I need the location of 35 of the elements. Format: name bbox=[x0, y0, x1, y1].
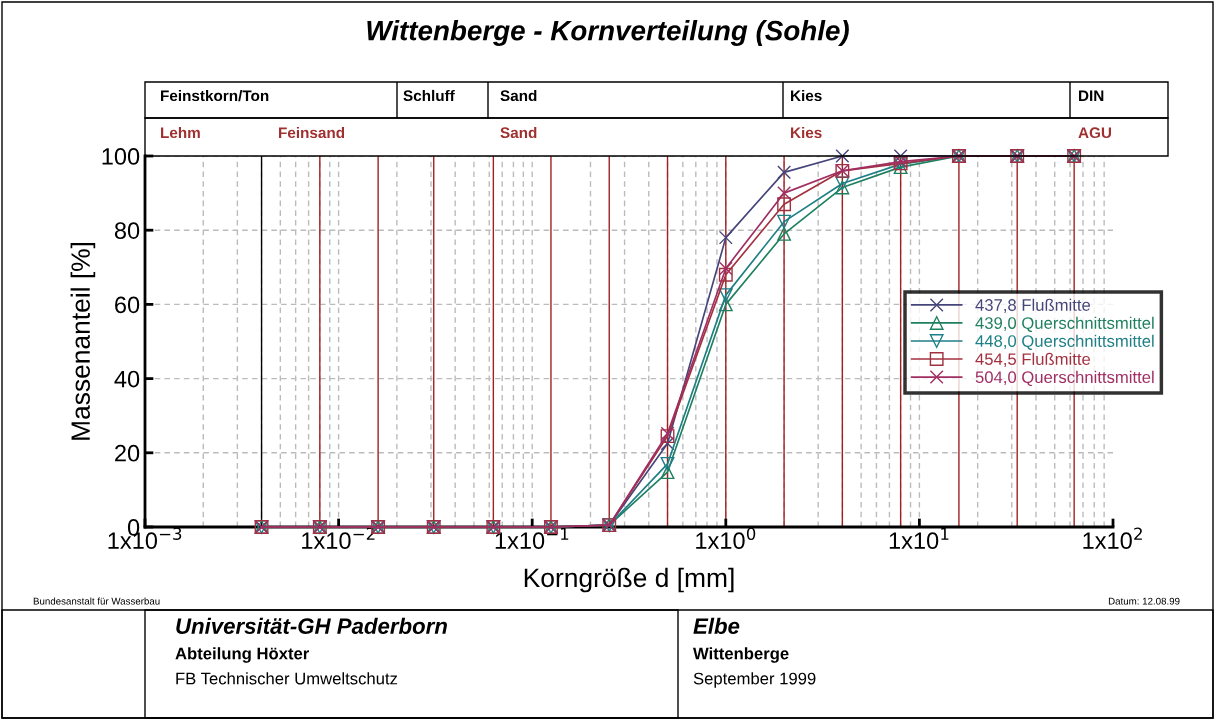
legend-label: 439,0 Querschnittsmittel bbox=[975, 316, 1154, 332]
text: Kies bbox=[791, 89, 822, 102]
text: Sand bbox=[500, 89, 537, 102]
text: Kies bbox=[791, 126, 822, 139]
text: AGU bbox=[1078, 127, 1112, 139]
x-tick-label: 1x10$^{−1}$ bbox=[495, 527, 569, 550]
text: Feinstkorn/Ton bbox=[161, 89, 269, 102]
y-tick-label: 100 bbox=[102, 148, 140, 165]
y-tick-label: 40 bbox=[114, 370, 140, 388]
y-tick-label: 80 bbox=[114, 222, 140, 239]
chart-title: Wittenberge - Kornverteilung (Sohle) bbox=[367, 20, 849, 46]
text: Sand bbox=[500, 126, 537, 139]
legend-label: 454,5 Flußmitte bbox=[975, 352, 1091, 367]
y-tick-label: 20 bbox=[115, 444, 140, 462]
text: September 1999 bbox=[693, 672, 816, 688]
text: Schluff bbox=[403, 89, 455, 102]
text: Abteilung Höxter bbox=[175, 647, 310, 663]
text: Lehm bbox=[161, 126, 200, 139]
text: Wittenberge bbox=[693, 647, 789, 663]
text: Universität-GH Paderborn bbox=[176, 617, 447, 634]
y-tick-label: 60 bbox=[115, 296, 140, 314]
y-axis-title: Massenanteil [%] bbox=[70, 242, 96, 440]
x-tick-label: 1x10$^{0}$ bbox=[696, 527, 756, 550]
text: Elbe bbox=[693, 617, 740, 634]
text: DIN bbox=[1079, 90, 1104, 101]
legend-label: 448,0 Querschnittsmittel bbox=[975, 334, 1154, 350]
x-axis-title: Korngröße d [mm] bbox=[524, 567, 734, 593]
text: FB Technischer Umweltschutz bbox=[176, 672, 398, 685]
text: Feinsand bbox=[279, 126, 345, 139]
legend-label: 437,8 Flußmitte bbox=[975, 298, 1091, 313]
text: Datum: 12.08.99 bbox=[1108, 597, 1180, 605]
legend-label: 504,0 Querschnittsmittel bbox=[975, 370, 1154, 387]
x-tick-label: 1x10$^{1}$ bbox=[889, 527, 949, 550]
text: Bundesanstalt für Wasserbau bbox=[33, 597, 160, 605]
x-tick-label: 1x10$^{2}$ bbox=[1083, 527, 1142, 550]
